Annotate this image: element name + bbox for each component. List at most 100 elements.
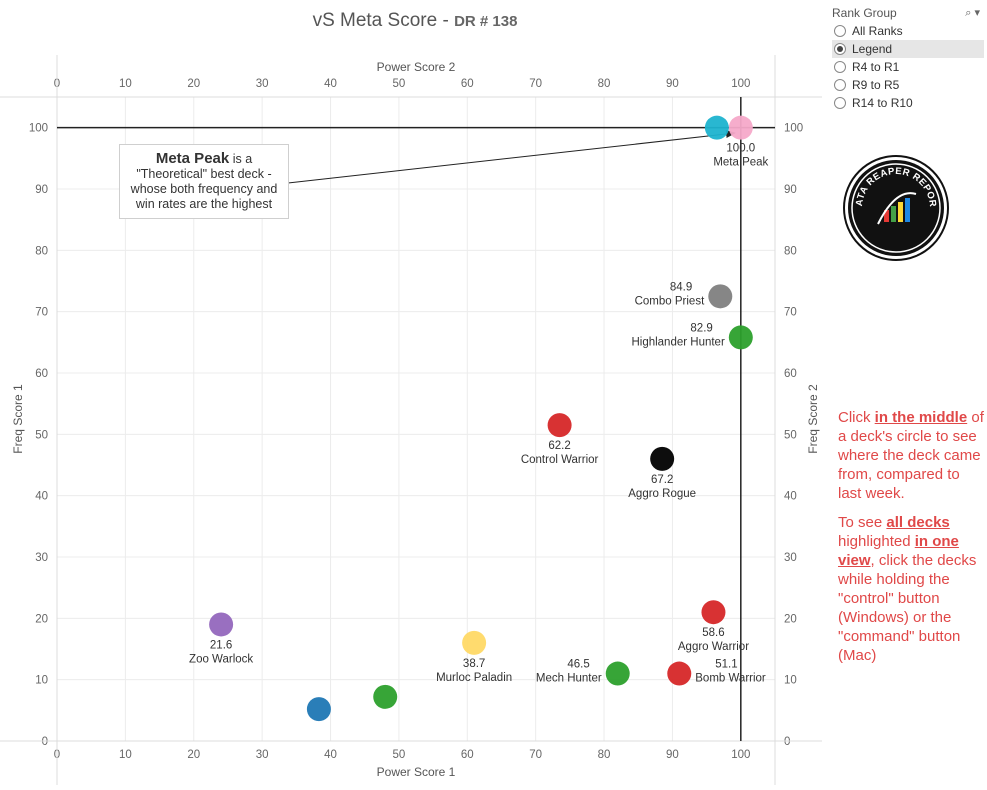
y-tick-label: 60 <box>35 368 48 380</box>
y-tick-label: 90 <box>35 184 48 196</box>
x2-tick-label: 30 <box>256 78 269 90</box>
y2-tick-label: 70 <box>784 307 797 319</box>
point-score-label: 100.0 <box>726 143 755 155</box>
rank-option-label: R4 to R1 <box>852 60 900 74</box>
scatter-chart[interactable]: 0 0 10 10 20 20 30 30 40 40 50 50 60 60 70 70 80 80 90 90 10… <box>0 0 830 790</box>
instruction-text: , click the decks while holding the "con… <box>838 552 977 664</box>
instruction-paragraph-2: To see all decks highlighted in one view… <box>838 513 984 665</box>
radio-selected-icon[interactable] <box>834 43 846 55</box>
rank-group-header: Rank Group ⌕ ▾ <box>832 6 984 22</box>
meta-peak-annotation: Meta Peak is a "Theoretical" best deck -… <box>119 144 289 219</box>
y-tick-label: 80 <box>35 245 48 257</box>
point-score-label: 51.1 <box>715 659 737 671</box>
rank-option-label: R9 to R5 <box>852 78 900 92</box>
annotation-line-4: win rates are the highest <box>135 197 273 211</box>
annotation-line-2: "Theoretical" best deck - <box>136 167 272 181</box>
annotation-line-3: whose both frequency and <box>130 182 278 196</box>
data-point[interactable] <box>708 284 733 309</box>
rank-option-r9-r5[interactable]: R9 to R5 <box>832 76 984 94</box>
instruction-emphasis: in the middle <box>874 409 968 426</box>
annotation-bold: Meta Peak <box>155 150 230 167</box>
x2-tick-label: 80 <box>598 78 611 90</box>
x-tick-label: 50 <box>393 749 406 761</box>
rank-option-legend[interactable]: Legend <box>832 40 984 58</box>
data-point[interactable] <box>728 115 753 140</box>
radio-icon[interactable] <box>834 25 846 37</box>
x2-tick-label: 10 <box>119 78 132 90</box>
rank-option-label: Legend <box>852 42 893 56</box>
y-tick-label: 100 <box>29 123 48 135</box>
data-point[interactable] <box>462 630 487 655</box>
filter-controls[interactable]: ⌕ ▾ <box>965 6 980 20</box>
point-name-label: Highlander Hunter <box>631 336 725 348</box>
rank-group-filter: Rank Group ⌕ ▾ All Ranks Legend R4 to R1… <box>832 6 984 112</box>
data-point[interactable] <box>547 413 572 438</box>
point-name-label: Aggro Rogue <box>628 488 696 500</box>
x2-tick-label: 60 <box>461 78 474 90</box>
x-axis-title: Power Score 1 <box>377 765 456 779</box>
instruction-paragraph-1: Click in the middle of a deck's circle t… <box>838 408 984 503</box>
annotation-line-1: is a <box>229 152 253 166</box>
y-tick-label: 50 <box>35 429 48 441</box>
instruction-emphasis: in one view <box>838 533 959 569</box>
y2-tick-label: 50 <box>784 429 797 441</box>
point-score-label: 84.9 <box>670 281 692 293</box>
data-point[interactable] <box>650 446 675 471</box>
data-reaper-report-logo: DATA REAPER REPORT <box>844 152 944 256</box>
chart-title-main: vS Meta Score - <box>312 10 455 31</box>
point-name-label: Murloc Paladin <box>436 672 512 684</box>
rank-option-label: All Ranks <box>852 24 903 38</box>
data-point[interactable] <box>728 325 753 350</box>
point-score-label: 67.2 <box>651 474 673 486</box>
rank-option-all-ranks[interactable]: All Ranks <box>832 22 984 40</box>
y2-tick-label: 0 <box>784 736 790 748</box>
data-point[interactable] <box>209 612 234 637</box>
point-score-label: 21.6 <box>210 639 232 651</box>
x2-tick-label: 50 <box>393 78 406 90</box>
x-tick-label: 70 <box>529 749 542 761</box>
y2-tick-label: 90 <box>784 184 797 196</box>
point-name-label: Aggro Warrior <box>678 641 749 653</box>
logo-graphic: DATA REAPER REPORT <box>844 152 941 253</box>
data-point[interactable] <box>306 697 331 722</box>
data-point[interactable] <box>701 600 726 625</box>
radio-icon[interactable] <box>834 79 846 91</box>
y-tick-label: 30 <box>35 552 48 564</box>
point-name-label: Meta Peak <box>713 157 768 169</box>
y-tick-label: 0 <box>42 736 48 748</box>
y2-tick-label: 80 <box>784 245 797 257</box>
y2-tick-label: 20 <box>784 613 797 625</box>
rank-option-r4-r1[interactable]: R4 to R1 <box>832 58 984 76</box>
y2-axis-title: Freq Score 2 <box>806 384 820 454</box>
data-point[interactable] <box>704 115 729 140</box>
point-name-label: Mech Hunter <box>536 673 602 685</box>
data-point[interactable] <box>605 661 630 686</box>
y-tick-label: 40 <box>35 491 48 503</box>
x-tick-label: 60 <box>461 749 474 761</box>
radio-icon[interactable] <box>834 97 846 109</box>
x2-tick-label: 90 <box>666 78 679 90</box>
annotation-arrow <box>287 130 736 184</box>
data-point[interactable] <box>373 684 398 709</box>
instruction-text: Click <box>838 409 875 426</box>
y2-tick-label: 30 <box>784 552 797 564</box>
x-tick-label: 10 <box>119 749 132 761</box>
data-point[interactable] <box>667 661 692 686</box>
rank-option-r14-r10[interactable]: R14 to R10 <box>832 94 984 112</box>
point-name-label: Control Warrior <box>521 454 599 466</box>
chart-title-sub: DR # 138 <box>454 13 518 30</box>
chart-title: vS Meta Score - DR # 138 <box>0 10 830 32</box>
dropdown-icon[interactable]: ▾ <box>974 7 980 19</box>
x2-axis-title: Power Score 2 <box>377 60 456 74</box>
point-name-label: Combo Priest <box>635 295 705 307</box>
search-icon[interactable]: ⌕ <box>965 7 972 19</box>
instruction-text: of a deck's circle to see where the deck… <box>838 409 984 502</box>
point-score-label: 46.5 <box>567 659 589 671</box>
y2-tick-label: 10 <box>784 675 797 687</box>
point-score-label: 38.7 <box>463 658 485 670</box>
y-axis-title: Freq Score 1 <box>11 384 25 454</box>
x-tick-label: 40 <box>324 749 337 761</box>
x2-tick-label: 40 <box>324 78 337 90</box>
x-tick-label: 100 <box>731 749 750 761</box>
radio-icon[interactable] <box>834 61 846 73</box>
